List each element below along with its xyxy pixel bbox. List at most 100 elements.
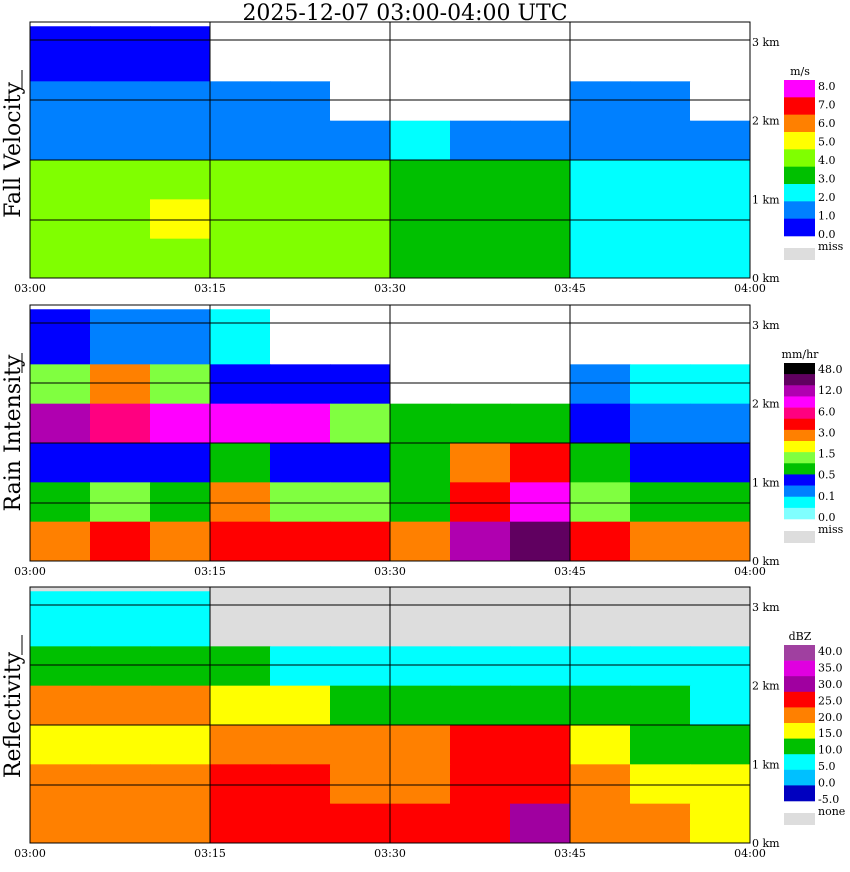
legend-units: m/s: [790, 65, 810, 78]
heatmap-cell: [450, 591, 511, 647]
heatmap-cell: [270, 199, 331, 240]
heatmap-cell: [690, 725, 751, 765]
heatmap-cell: [690, 309, 751, 365]
legend-label: 5.0: [818, 136, 836, 149]
heatmap-cell: [30, 160, 91, 200]
legend-swatch-missing: [784, 531, 815, 543]
heatmap-cell: [210, 646, 271, 687]
legend-label: 25.0: [818, 694, 843, 707]
heatmap-cell: [690, 521, 751, 562]
legend-units: mm/hr: [782, 348, 820, 361]
heatmap-cell: [330, 591, 391, 647]
heatmap-cell: [30, 764, 91, 805]
heatmap-cell: [330, 26, 391, 82]
y-tick-label: 3 km: [752, 36, 780, 49]
heatmap-cell: [510, 309, 571, 365]
legend-swatch: [784, 396, 815, 408]
legend-swatch: [784, 429, 815, 442]
heatmap-cell: [210, 403, 271, 444]
heatmap-cell: [90, 403, 151, 444]
heatmap-cell: [210, 238, 271, 279]
heatmap-cell: [150, 160, 211, 200]
y-tick-label: 2 km: [752, 680, 780, 693]
legend-swatch: [784, 691, 815, 708]
heatmap-cell: [30, 26, 91, 82]
heatmap-cell: [630, 120, 691, 161]
x-tick-label: 03:30: [374, 282, 406, 295]
heatmap-cell: [390, 591, 451, 647]
heatmap-cell: [30, 482, 91, 523]
heatmap-cell: [390, 199, 451, 240]
legend-label: 1.5: [818, 448, 836, 461]
legend-label: 3.0: [818, 173, 836, 186]
heatmap-cell: [510, 403, 571, 444]
legend-swatch: [784, 645, 815, 661]
heatmap-cell: [90, 160, 151, 200]
heatmap-cell: [30, 725, 91, 765]
legend-label: 1.0: [818, 210, 836, 223]
heatmap-cell: [270, 160, 331, 200]
heatmap-cell: [450, 120, 511, 161]
heatmap-cell: [510, 443, 571, 483]
heatmap-cell: [270, 81, 331, 122]
heatmap-cell: [150, 309, 211, 365]
legend-swatch: [784, 132, 815, 150]
heatmap-cell: [390, 160, 451, 200]
heatmap-cell: [210, 199, 271, 240]
x-tick-label: 03:15: [194, 282, 226, 295]
heatmap-cell: [450, 26, 511, 82]
legend-swatch: [784, 474, 815, 486]
heatmap-cell: [390, 803, 451, 844]
heatmap-cell: [450, 443, 511, 483]
heatmap-cell: [90, 120, 151, 161]
heatmap-cell: [30, 443, 91, 483]
legend-swatch: [784, 363, 815, 375]
heatmap-cell: [450, 764, 511, 805]
heatmap-cell: [270, 238, 331, 279]
heatmap-cell: [510, 482, 571, 523]
heatmap-cell: [450, 403, 511, 444]
heatmap-cell: [30, 238, 91, 279]
heatmap-cell: [390, 238, 451, 279]
heatmap-cell: [570, 646, 631, 687]
heatmap-cell: [150, 521, 211, 562]
heatmap-cell: [210, 443, 271, 483]
heatmap-cell: [450, 482, 511, 523]
heatmap-cell: [270, 443, 331, 483]
heatmap-cell: [150, 591, 211, 647]
heatmap-cell: [210, 364, 271, 405]
legend-swatch: [784, 184, 815, 202]
heatmap-cell: [630, 725, 691, 765]
heatmap-cell: [450, 725, 511, 765]
legend-missing-label: none: [818, 805, 845, 818]
legend-swatch: [784, 218, 815, 237]
heatmap-cell: [390, 403, 451, 444]
heatmap-cell: [150, 81, 211, 122]
x-tick-label: 03:15: [194, 847, 226, 860]
heatmap-cell: [690, 443, 751, 483]
y-tick-label: 1 km: [752, 193, 780, 206]
legend-swatch: [784, 452, 815, 464]
x-tick-label: 03:00: [14, 847, 46, 860]
plot-frame: [29, 21, 751, 279]
heatmap-cell: [630, 764, 691, 805]
heatmap-cell: [690, 238, 751, 279]
legend-label: 15.0: [818, 727, 843, 740]
heatmap-cell: [330, 725, 391, 765]
y-tick-label: 1 km: [752, 476, 780, 489]
heatmap-cell: [690, 803, 751, 844]
heatmap-cell: [690, 646, 751, 687]
legend-swatch: [784, 441, 815, 453]
heatmap-cell: [330, 521, 391, 562]
legend-label: 7.0: [818, 99, 836, 112]
legend-label: 0.5: [818, 469, 836, 482]
heatmap-cell: [90, 764, 151, 805]
heatmap-cell: [270, 403, 331, 444]
heatmap-cell: [270, 521, 331, 562]
x-tick-label: 04:00: [734, 565, 766, 578]
heatmap-cell: [390, 443, 451, 483]
heatmap-cell: [30, 685, 91, 726]
heatmap-cell: [90, 646, 151, 687]
heatmap-cell: [630, 685, 691, 726]
